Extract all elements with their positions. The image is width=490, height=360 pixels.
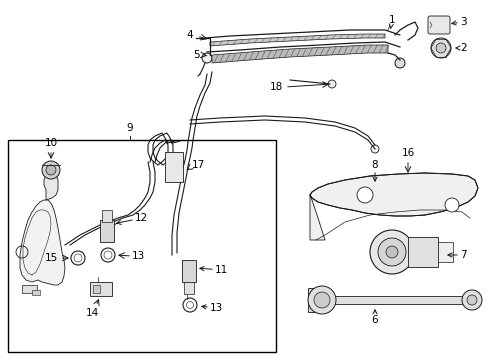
Circle shape <box>445 198 459 212</box>
Text: 13: 13 <box>132 251 145 261</box>
Bar <box>438 242 453 262</box>
Bar <box>408 237 438 267</box>
Bar <box>93 285 100 293</box>
Circle shape <box>436 43 446 53</box>
Text: 5: 5 <box>194 50 200 60</box>
Text: 12: 12 <box>117 213 148 224</box>
Circle shape <box>314 292 330 308</box>
Text: 16: 16 <box>401 148 415 158</box>
Circle shape <box>431 38 451 58</box>
Bar <box>308 288 328 312</box>
Bar <box>165 152 183 182</box>
Polygon shape <box>310 195 325 240</box>
Circle shape <box>395 58 405 68</box>
Bar <box>102 210 112 222</box>
Circle shape <box>46 165 56 175</box>
Polygon shape <box>210 34 385 46</box>
Bar <box>184 282 194 294</box>
Text: 14: 14 <box>85 308 98 318</box>
Bar <box>32 290 40 295</box>
Text: 3: 3 <box>452 17 466 27</box>
Text: 10: 10 <box>45 138 57 148</box>
Text: 8: 8 <box>372 160 378 181</box>
Text: 6: 6 <box>372 310 378 325</box>
Text: 15: 15 <box>45 253 58 263</box>
Text: 17: 17 <box>192 160 205 170</box>
Text: 1: 1 <box>389 15 395 28</box>
Polygon shape <box>212 45 388 63</box>
Circle shape <box>378 238 406 266</box>
Text: 7: 7 <box>448 250 466 260</box>
Circle shape <box>386 246 398 258</box>
Text: 11: 11 <box>200 265 228 275</box>
Bar <box>22 285 37 293</box>
Bar <box>182 260 196 282</box>
Text: 2: 2 <box>456 43 466 53</box>
FancyBboxPatch shape <box>428 16 450 34</box>
Circle shape <box>308 286 336 314</box>
Bar <box>100 220 114 242</box>
Circle shape <box>357 187 373 203</box>
Polygon shape <box>310 296 480 304</box>
Polygon shape <box>20 200 65 285</box>
Text: 9: 9 <box>127 123 133 133</box>
Polygon shape <box>310 173 478 216</box>
Circle shape <box>42 161 60 179</box>
Bar <box>90 282 112 296</box>
Text: 4: 4 <box>186 30 193 40</box>
Bar <box>8 140 276 352</box>
Circle shape <box>328 80 336 88</box>
Circle shape <box>462 290 482 310</box>
Polygon shape <box>44 172 58 200</box>
Circle shape <box>467 295 477 305</box>
Circle shape <box>370 230 414 274</box>
Circle shape <box>371 145 379 153</box>
Text: 18: 18 <box>270 82 283 92</box>
Circle shape <box>202 53 212 63</box>
Text: 13: 13 <box>202 303 223 313</box>
